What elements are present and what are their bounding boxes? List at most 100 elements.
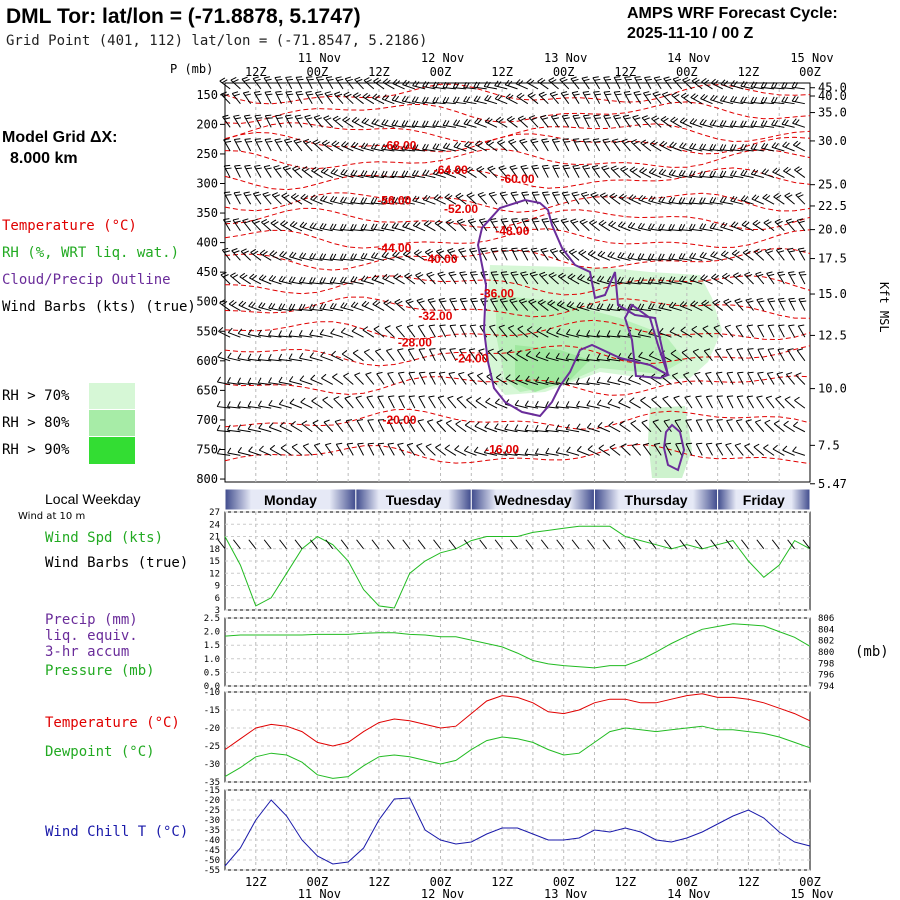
- wind-barb-shaft: [227, 452, 241, 456]
- wind-barb-shaft: [520, 272, 529, 285]
- wind-barb-flag: [398, 371, 405, 374]
- wind-barb-flag: [678, 275, 684, 282]
- wind-barb-flag: [388, 419, 395, 421]
- wind-barb-flag: [603, 91, 610, 93]
- wind-barb-shaft: [651, 399, 662, 409]
- wind-barb-flag: [426, 221, 432, 227]
- wind-barb-shaft: [439, 325, 447, 338]
- wind-barb-flag: [240, 248, 247, 252]
- wind-barb-flag: [736, 300, 743, 304]
- wind-barb-flag: [746, 274, 753, 278]
- wind-barb-flag: [487, 95, 492, 102]
- wind-barb-shaft: [736, 372, 744, 385]
- wind-barb-shaft: [695, 443, 703, 456]
- wind-barb-shaft: [361, 147, 374, 152]
- wind-barb-flag: [459, 220, 465, 225]
- wind-barb-flag: [442, 119, 447, 126]
- surface-wind-barb: [679, 539, 688, 550]
- height-tick-label: 7.5: [818, 438, 840, 452]
- wind-barb-flag: [401, 120, 406, 126]
- wind-barb-flag: [555, 377, 560, 384]
- wind-barb-shaft: [638, 227, 652, 232]
- wind-barb-shaft: [763, 222, 775, 232]
- height-tick-label: 40.0: [818, 89, 847, 103]
- wind-barb-shaft: [627, 282, 641, 285]
- wind-barb-flag: [268, 422, 274, 428]
- wind-barb-flag: [344, 117, 351, 123]
- wind-barb-shaft: [752, 223, 765, 232]
- wind-barb-shaft: [253, 166, 262, 178]
- wind-barb-flag: [444, 193, 450, 198]
- wind-barb-shaft: [363, 79, 375, 90]
- wind-barb-flag: [303, 195, 309, 200]
- wind-barb-flag: [476, 96, 481, 102]
- wind-barb-shaft: [508, 327, 518, 338]
- wind-barb-shaft: [591, 166, 601, 178]
- wind-barb-flag: [608, 421, 614, 426]
- wind-barb-flag: [760, 96, 765, 103]
- wind-barb-shaft: [702, 328, 713, 338]
- wind-barb-shaft: [309, 356, 323, 362]
- wind-barb-flag: [463, 81, 467, 88]
- wind-barb-flag: [777, 271, 784, 274]
- wind-barb-flag: [425, 195, 431, 202]
- wind-barb-flag: [292, 165, 299, 170]
- wind-barb-shaft: [535, 355, 549, 362]
- wind-barb-flag: [301, 420, 308, 425]
- wind-barb-flag: [779, 300, 786, 303]
- wind-barb-shaft: [463, 123, 477, 128]
- wind-barb-flag: [711, 273, 717, 279]
- wind-barb-flag: [292, 222, 298, 228]
- wind-barb-flag: [671, 170, 676, 176]
- wind-barb-shaft: [663, 420, 672, 433]
- wind-barb-flag: [788, 250, 796, 253]
- wind-barb-flag: [438, 395, 445, 398]
- wind-barb-flag: [360, 252, 365, 259]
- wind-barb-flag: [329, 195, 335, 202]
- wind-barb-shaft: [372, 97, 385, 105]
- wind-barb-flag: [522, 250, 529, 253]
- wind-barb-flag: [565, 401, 570, 407]
- wind-barb-shaft: [340, 228, 354, 232]
- wind-barb-flag: [444, 444, 451, 449]
- wind-barb-flag: [640, 253, 645, 260]
- wind-barb-flag: [235, 167, 242, 170]
- wind-barb-flag: [673, 93, 680, 98]
- wind-barb-flag: [545, 376, 550, 383]
- wind-barb-flag: [577, 274, 583, 279]
- wind-barb-flag: [787, 247, 794, 251]
- wind-barb-flag: [422, 169, 427, 175]
- wind-barb-flag: [227, 424, 231, 431]
- wind-barb-flag: [319, 303, 324, 310]
- wind-barb-shaft: [259, 449, 272, 456]
- wind-barb-shaft: [736, 396, 744, 409]
- wind-barb-flag: [741, 220, 747, 226]
- wind-barb-flag: [412, 220, 418, 226]
- wind-barb-shaft: [599, 195, 611, 205]
- wind-barb-shaft: [637, 308, 651, 312]
- wind-barb-flag: [371, 118, 376, 124]
- wind-barb-flag: [394, 223, 399, 229]
- wind-barb-shaft: [242, 220, 252, 232]
- wind-barb-flag: [316, 76, 323, 78]
- legend-wind-barbs: Wind Barbs (kts) (true): [2, 299, 196, 315]
- wind-barb-flag: [521, 140, 528, 144]
- wind-barb-shaft: [274, 115, 282, 128]
- wind-barb-flag: [647, 223, 652, 229]
- wind-barb-flag: [603, 167, 610, 171]
- wind-barb-flag: [342, 224, 347, 230]
- wind-barb-flag: [362, 326, 369, 331]
- wind-barb-flag: [573, 93, 580, 96]
- wind-barb-flag: [602, 138, 609, 141]
- wind-barb-flag: [747, 348, 754, 350]
- wind-barb-shaft: [371, 122, 385, 128]
- wind-barb-shaft: [629, 169, 641, 178]
- wind-barb-shaft: [382, 98, 395, 105]
- wind-barb-flag: [607, 376, 612, 382]
- wind-barb-shaft: [746, 325, 754, 338]
- wind-barb-shaft: [701, 303, 713, 311]
- wind-barb-flag: [290, 420, 296, 426]
- wind-barb-flag: [701, 299, 707, 305]
- wind-barb-flag: [234, 164, 241, 167]
- isotherm-label: -68.00: [382, 139, 416, 153]
